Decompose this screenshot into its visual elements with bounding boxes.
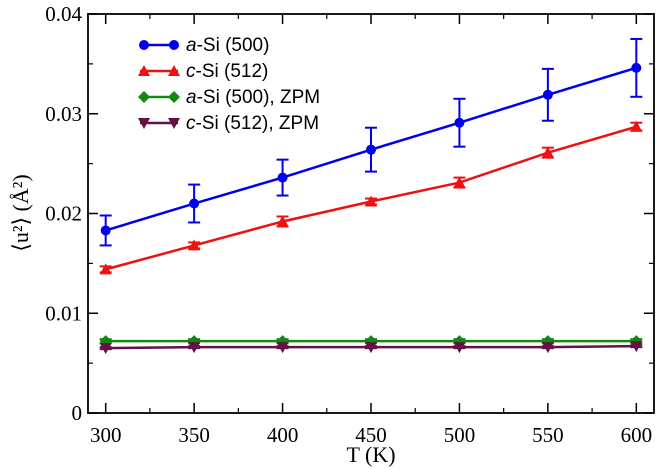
- plot-frame: [87, 13, 655, 414]
- data-point: [366, 144, 376, 155]
- x-axis-label: T (K): [346, 442, 395, 467]
- tick-labels: 300 350 400 450 500 550 600 0 0.01 0.02 0.03 0.04: [45, 2, 652, 447]
- data-point: [541, 342, 554, 354]
- legend: a-Si (500) c-Si (512) a-Si (500), ZPM c-Si …: [138, 35, 320, 134]
- y-tick-label: 0.01: [45, 301, 82, 325]
- y-axis-label: ⟨u²⟩ (Å²): [8, 174, 33, 251]
- legend-label: c-Si (512), ZPM: [186, 113, 319, 134]
- legend-label: a-Si (500), ZPM: [186, 87, 320, 108]
- data-point: [188, 239, 201, 251]
- data-point: [453, 342, 466, 354]
- legend-marker: [138, 65, 150, 76]
- data-point: [189, 198, 200, 209]
- y-tick-label: 0.04: [45, 2, 82, 26]
- data-point: [365, 342, 377, 354]
- data-point: [276, 215, 289, 227]
- data-point: [630, 120, 643, 132]
- legend-marker: [168, 65, 180, 76]
- y-tick-label: 0.03: [45, 102, 82, 126]
- legend-marker: [168, 91, 180, 103]
- series-1: [99, 37, 643, 247]
- y-tick-label: 0: [72, 401, 83, 425]
- data-point: [541, 146, 554, 158]
- data-point: [453, 176, 466, 188]
- legend-entry: a-Si (500), ZPM: [138, 87, 320, 108]
- legend-label: a-Si (500): [186, 35, 269, 56]
- legend-marker: [169, 40, 179, 50]
- data-point: [99, 263, 112, 275]
- legend-entry: c-Si (512), ZPM: [138, 113, 319, 134]
- x-tick-label: 350: [178, 423, 210, 447]
- data-point: [365, 195, 377, 207]
- data-point: [631, 62, 642, 73]
- x-tick-label: 400: [267, 423, 299, 447]
- legend-marker: [138, 118, 150, 129]
- legend-marker: [138, 91, 150, 103]
- x-tick-label: 600: [621, 423, 653, 447]
- data-point: [276, 342, 289, 354]
- legend-marker: [168, 118, 180, 129]
- x-tick-label: 300: [90, 423, 122, 447]
- data-point: [277, 172, 288, 183]
- x-tick-label: 500: [444, 423, 476, 447]
- series-2: [99, 120, 643, 275]
- legend-label: c-Si (512): [186, 61, 268, 82]
- svg-text:⟨u²⟩ (Å²): ⟨u²⟩ (Å²): [8, 174, 33, 251]
- x-tick-label: 550: [532, 423, 564, 447]
- x-tick-label: 450: [355, 423, 387, 447]
- legend-entry: c-Si (512): [138, 61, 268, 82]
- data-point: [100, 225, 111, 236]
- plot-area: [99, 37, 643, 355]
- data-point: [630, 341, 643, 353]
- y-tick-label: 0.02: [45, 202, 82, 226]
- legend-marker: [139, 40, 149, 50]
- data-point: [99, 343, 112, 355]
- legend-entry: a-Si (500): [139, 35, 269, 56]
- data-point: [188, 342, 201, 354]
- data-point: [542, 89, 553, 100]
- data-point: [454, 117, 465, 128]
- series-4: [99, 341, 643, 355]
